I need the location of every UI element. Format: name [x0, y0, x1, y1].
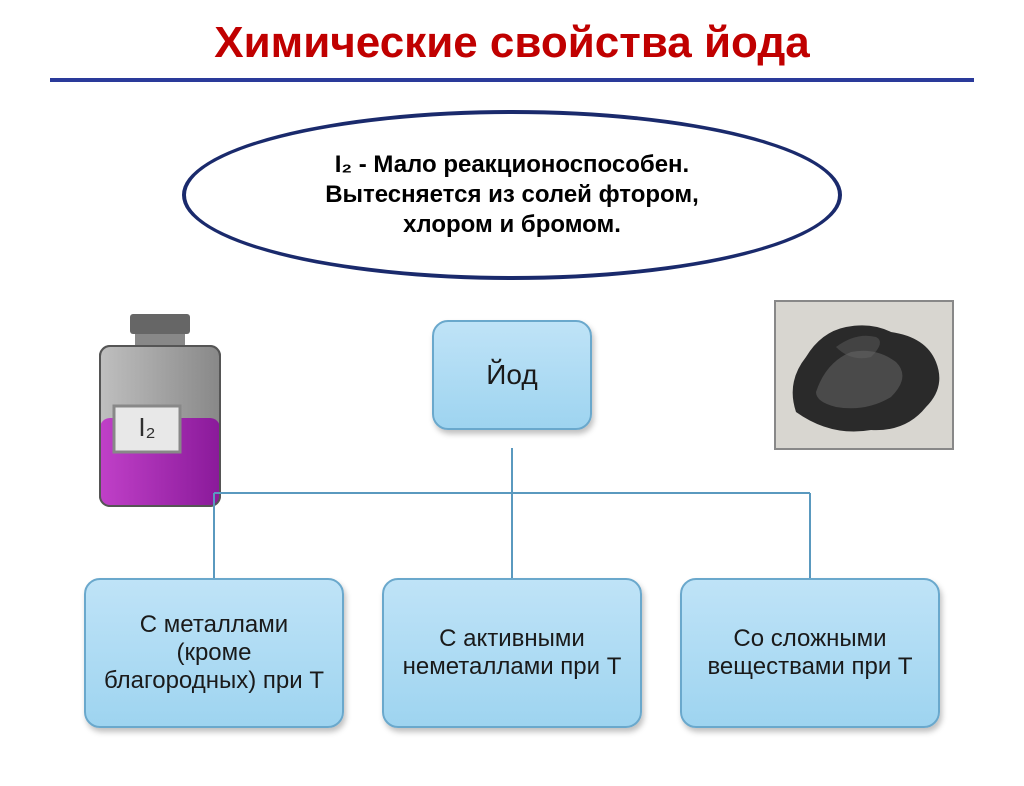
leaf-label: С металлами (кроме благородных) при Т — [100, 611, 328, 695]
page-title: Химические свойства йода — [0, 18, 1024, 68]
leaf-node-metals: С металлами (кроме благородных) при Т — [84, 578, 344, 728]
leaf-node-nonmetals: С активными неметаллами при Т — [382, 578, 642, 728]
bottle-label-text: I₂ — [122, 412, 172, 443]
iodine-crystal-image — [774, 300, 954, 450]
leaf-label: С активными неметаллами при Т — [398, 625, 626, 681]
diagram-root-node: Йод — [432, 320, 592, 430]
summary-line3: хлором и бромом. — [403, 211, 621, 239]
diagram-root-label: Йод — [486, 359, 537, 391]
title-divider — [50, 78, 974, 82]
leaf-node-compounds: Со сложными веществами при Т — [680, 578, 940, 728]
summary-ellipse-body: I₂ - Мало реакционоспособен. Вытесняется… — [182, 110, 842, 280]
summary-line2: Вытесняется из солей фтором, — [325, 181, 699, 209]
iodine-bottle-graphic: I₂ — [80, 310, 240, 510]
middle-row: I₂ Йод — [0, 300, 1024, 520]
summary-line1: I₂ - Мало реакционоспособен. — [335, 151, 689, 179]
diagram-leaf-row: С металлами (кроме благородных) при Т С … — [0, 578, 1024, 728]
summary-ellipse: I₂ - Мало реакционоспособен. Вытесняется… — [182, 110, 842, 280]
leaf-label: Со сложными веществами при Т — [696, 625, 924, 681]
